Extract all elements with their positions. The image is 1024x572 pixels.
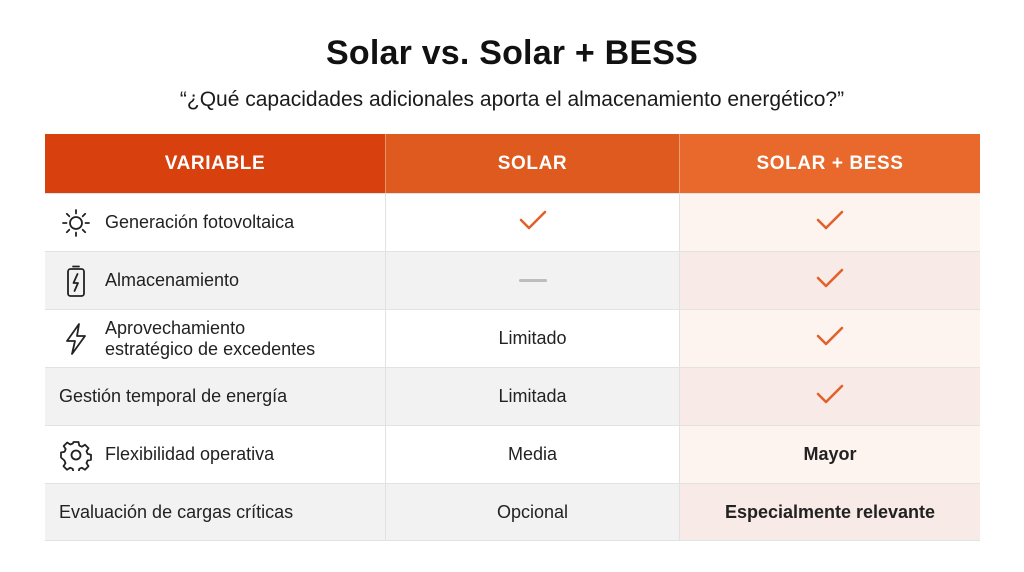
- variable-cell: Evaluación de cargas críticas: [45, 484, 385, 540]
- table-row: Gestión temporal de energía Limitada: [45, 367, 980, 425]
- table-row: Aprovechamiento estratégico de excedente…: [45, 309, 980, 367]
- solar-cell: [385, 194, 679, 251]
- variable-label-line2: estratégico de excedentes: [105, 338, 316, 359]
- page-title: Solar vs. Solar + BESS: [326, 34, 698, 72]
- solar-bess-cell: [679, 194, 980, 251]
- solar-bess-cell: [679, 310, 980, 367]
- variable-label: Flexibilidad operativa: [105, 444, 275, 464]
- solar-cell: [385, 252, 679, 309]
- variable-label: Evaluación de cargas críticas: [59, 501, 294, 522]
- header-solar: SOLAR: [385, 134, 679, 193]
- lightning-icon: [59, 322, 93, 356]
- table-row: Almacenamiento: [45, 251, 980, 309]
- table-header: VARIABLE SOLAR SOLAR + BESS: [45, 134, 980, 193]
- check-icon: [815, 266, 845, 295]
- solar-cell: Media: [385, 426, 679, 483]
- page-subtitle: “¿Qué capacidades adicionales aporta el …: [179, 88, 845, 111]
- variable-cell: Flexibilidad operativa: [45, 426, 385, 483]
- variable-cell: Almacenamiento: [45, 252, 385, 309]
- variable-label-line1: Aprovechamiento: [105, 317, 246, 338]
- table-row: Evaluación de cargas críticas Opcional E…: [45, 483, 980, 541]
- solar-cell: Limitado: [385, 310, 679, 367]
- table-row: Generación fotovoltaica: [45, 193, 980, 251]
- comparison-table: VARIABLE SOLAR SOLAR + BESS Generación f…: [45, 134, 980, 541]
- check-icon: [815, 382, 845, 411]
- solar-bess-cell: Mayor: [679, 426, 980, 483]
- table-row: Flexibilidad operativa Media Mayor: [45, 425, 980, 483]
- gear-icon: [59, 438, 93, 472]
- dash-icon: [518, 279, 547, 282]
- solar-bess-cell: [679, 252, 980, 309]
- check-icon: [815, 324, 845, 353]
- variable-cell: Aprovechamiento estratégico de excedente…: [45, 310, 385, 367]
- sun-icon: [59, 206, 93, 240]
- solar-cell: Opcional: [385, 484, 679, 540]
- variable-label: Generación fotovoltaica: [105, 212, 295, 232]
- variable-label: Gestión temporal de energía: [59, 386, 288, 406]
- check-icon: [518, 208, 548, 237]
- header-variable: VARIABLE: [45, 134, 385, 193]
- solar-cell: Limitada: [385, 368, 679, 425]
- solar-bess-cell: Especialmente relevante: [679, 484, 980, 540]
- check-icon: [815, 208, 845, 237]
- variable-label: Aprovechamiento estratégico de excedente…: [105, 318, 315, 360]
- solar-bess-cell: [679, 368, 980, 425]
- variable-label: Almacenamiento: [105, 270, 240, 290]
- header-solar-bess: SOLAR + BESS: [679, 134, 980, 193]
- variable-cell: Generación fotovoltaica: [45, 194, 385, 251]
- variable-cell: Gestión temporal de energía: [45, 368, 385, 425]
- battery-icon: [59, 264, 93, 298]
